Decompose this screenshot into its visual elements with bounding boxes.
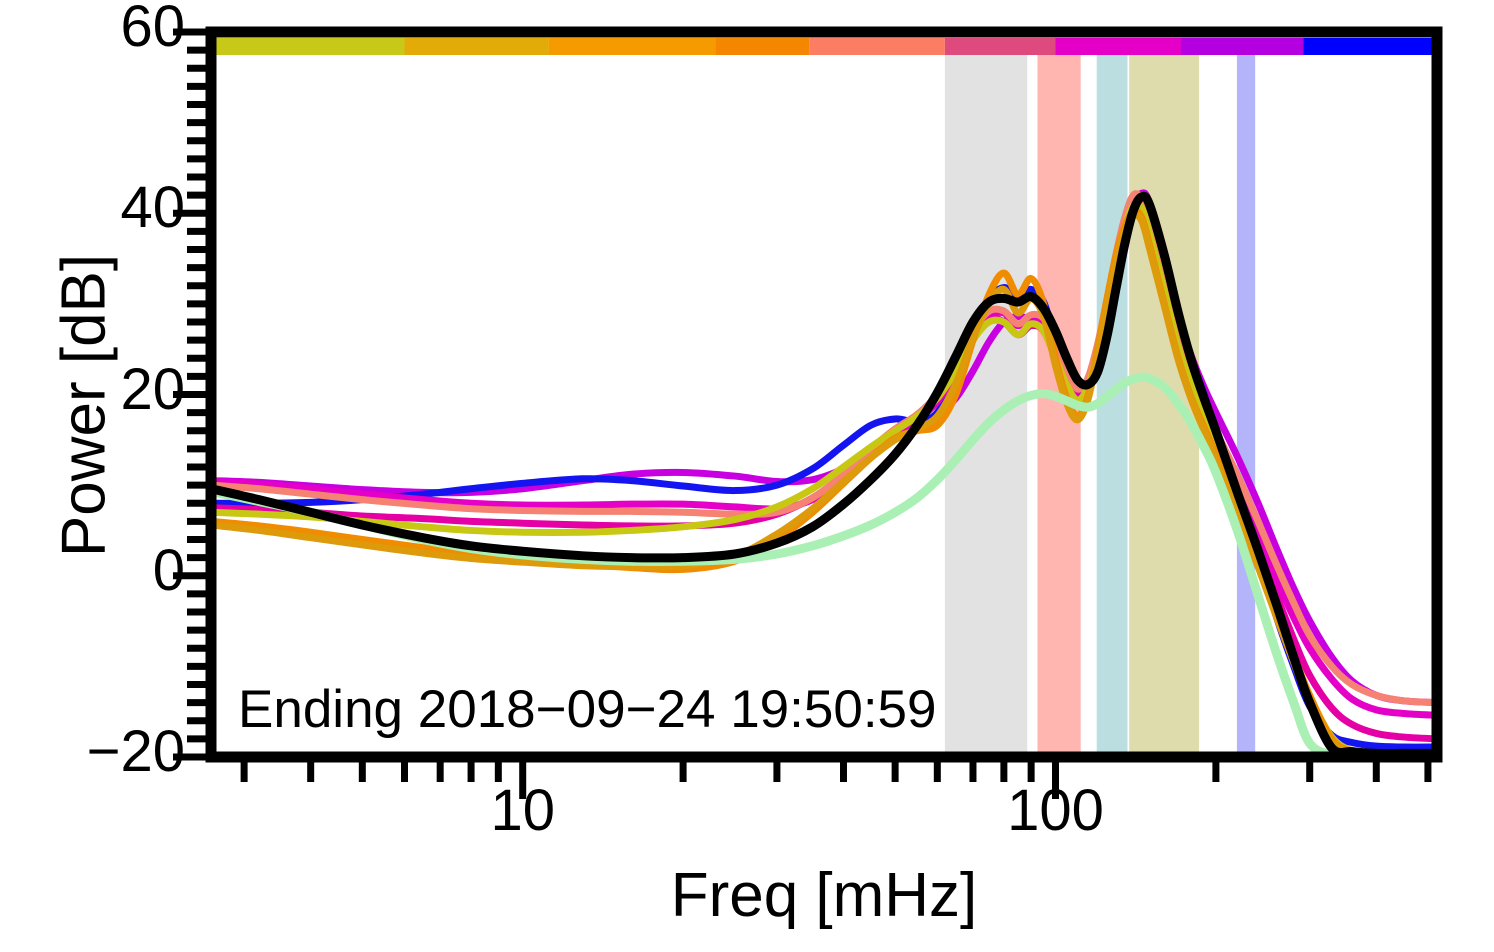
x-tick-label-0: 10 [490,778,555,843]
y-tick-label-3: 0 [152,537,185,603]
colorbar-segment-8 [1303,38,1437,55]
series-group [211,189,1437,757]
y-tick-label-4: −20 [86,719,185,784]
y-tick-label-1: 40 [120,175,185,241]
colorbar-segment-3 [715,38,810,55]
colorbar-segment-5 [944,38,1056,55]
ending-timestamp-annotation: Ending 2018−09−24 19:50:59 [238,680,937,739]
colorbar-segment-4 [809,38,945,55]
band-khaki [1129,54,1200,757]
colorbar-segment-7 [1181,38,1304,55]
band-lavender [1236,54,1256,757]
colorbar-segment-6 [1055,38,1182,55]
colorbar-segment-0 [211,38,405,55]
series-line-mean [211,191,1437,757]
colorbar-segment-2 [548,38,716,55]
y-tick-label-2: 20 [120,356,185,422]
x-tick-label-1: 100 [1007,778,1104,843]
x-axis-title: Freq [mHz] [670,861,978,930]
colorbar-segment-1 [404,38,549,55]
y-tick-label-0: 60 [120,0,185,59]
series-line-lightgreen [211,372,1381,757]
